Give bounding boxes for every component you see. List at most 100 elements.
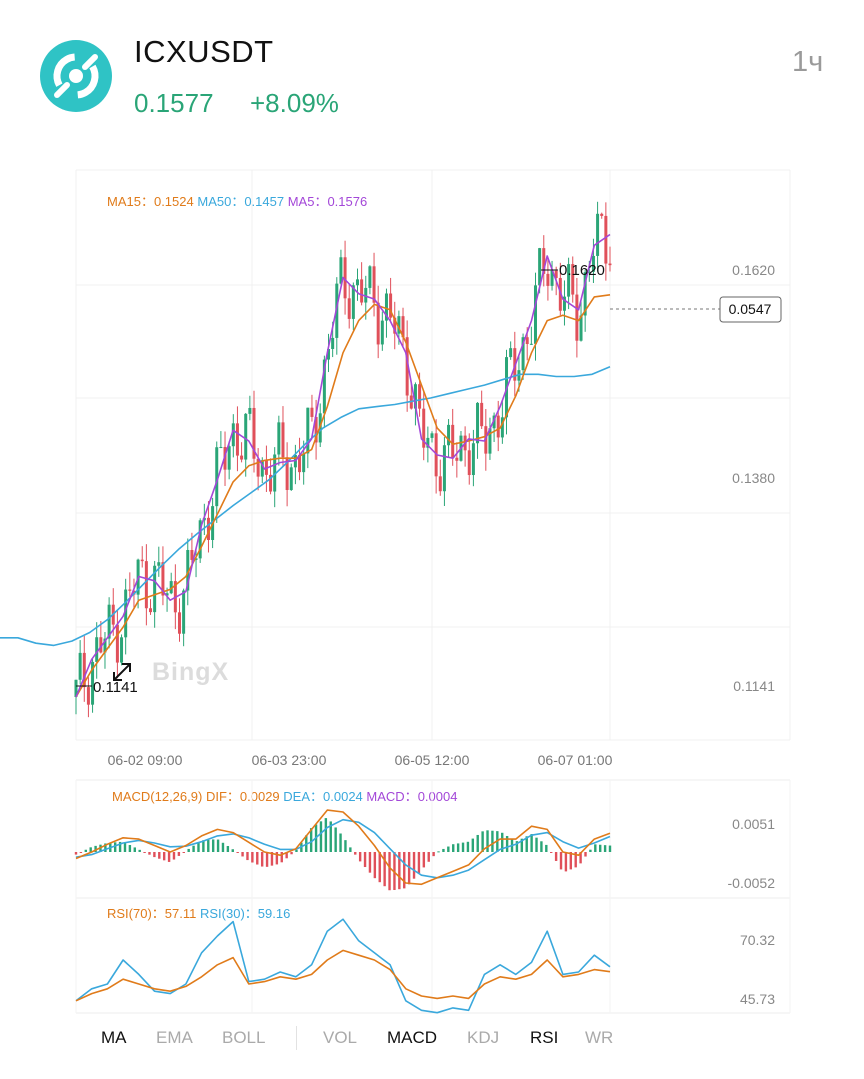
last-price: 0.1577 xyxy=(134,88,214,118)
tab-ema[interactable]: EMA xyxy=(156,1028,193,1047)
candle-body xyxy=(397,316,401,334)
macd-histogram-bar xyxy=(172,852,176,860)
candle-body xyxy=(380,320,384,345)
macd-histogram-bar xyxy=(197,842,200,852)
candle-body xyxy=(78,652,82,680)
macd-histogram-bar xyxy=(550,852,553,853)
candle-body xyxy=(447,424,451,446)
macd-histogram xyxy=(74,818,612,891)
candle-body xyxy=(186,550,190,591)
macd-histogram-bar xyxy=(143,852,146,853)
tab-macd[interactable]: MACD xyxy=(387,1028,438,1047)
macd-histogram-bar xyxy=(554,852,558,861)
candle-body xyxy=(157,562,161,566)
ma50-legend-value: 0.1457 xyxy=(244,194,285,209)
symbol-title: ICXUSDT xyxy=(134,34,274,69)
macd-histogram-bar xyxy=(559,852,563,870)
macd-histogram-bar xyxy=(84,849,87,852)
macd-histogram-bar xyxy=(324,818,328,852)
rsi30-legend-label: RSI(30)： xyxy=(200,906,258,921)
macd-histogram-bar xyxy=(153,852,156,858)
candle-body xyxy=(422,408,426,448)
macd-histogram-bar xyxy=(589,849,592,852)
macd-axis-tick: 0.0051 xyxy=(732,816,775,832)
candle-body xyxy=(244,413,248,460)
candle-body xyxy=(86,687,90,705)
macd-histogram-bar xyxy=(182,852,185,853)
ma50-line xyxy=(0,366,611,647)
candle-body xyxy=(418,384,422,409)
tab-kdj[interactable]: KDJ xyxy=(467,1028,500,1047)
rsi-axis-tick: 70.32 xyxy=(740,932,775,948)
candle-body xyxy=(351,285,355,319)
macd-histogram-bar xyxy=(177,852,181,856)
candle-body xyxy=(153,565,157,613)
macd-histogram-bar xyxy=(437,851,440,853)
ma5-legend-value: 0.1576 xyxy=(327,194,368,209)
candle-body xyxy=(591,255,595,272)
candle-body xyxy=(521,337,525,371)
candle-body xyxy=(538,248,542,286)
ma15-legend-value: 0.1524 xyxy=(153,194,194,209)
macd-histogram-bar xyxy=(422,852,426,868)
candle-body xyxy=(306,407,310,454)
macd-histogram-bar xyxy=(442,848,445,852)
macd-histogram-bar xyxy=(207,839,210,852)
macd-histogram-bar xyxy=(579,852,582,864)
macd-histogram-bar xyxy=(403,852,406,889)
candle-body xyxy=(533,285,537,344)
macd-histogram-bar xyxy=(285,852,288,859)
tab-vol[interactable]: VOL xyxy=(323,1028,358,1047)
candle-body xyxy=(604,215,608,264)
candle-body xyxy=(120,637,124,663)
macd-histogram-bar xyxy=(256,852,259,865)
macd-histogram-bar xyxy=(505,835,509,852)
macd-histogram-bar xyxy=(231,849,234,852)
rsi30-line xyxy=(75,918,611,1014)
ma15-line xyxy=(75,294,611,698)
macd-lines xyxy=(75,809,611,886)
candle-body xyxy=(480,402,484,427)
icx-logo-icon xyxy=(40,40,112,112)
macd-histogram-bar xyxy=(270,852,274,866)
candle-body xyxy=(393,317,397,334)
tab-boll[interactable]: BOLL xyxy=(222,1028,266,1047)
macd-histogram-bar xyxy=(358,852,362,862)
price-chart[interactable]: 0.1620 0.1380 0.1141 06-02 09:00 06-03 23:00… xyxy=(0,0,864,780)
candle-body xyxy=(389,293,393,318)
macd-histogram-bar xyxy=(158,852,161,859)
macd-histogram-bar xyxy=(584,852,587,857)
high-price-label: 0.1620 xyxy=(559,262,605,279)
interval-selector[interactable]: 1ч xyxy=(792,46,824,78)
macd-histogram-bar xyxy=(373,852,377,879)
tab-wr[interactable]: WR xyxy=(585,1028,614,1047)
macd-histogram-bar xyxy=(349,847,352,852)
macd-histogram-bar xyxy=(594,844,597,852)
candle-body xyxy=(103,638,107,653)
tab-rsi[interactable]: RSI xyxy=(530,1028,559,1047)
macd-histogram-bar xyxy=(162,852,166,861)
candle-body xyxy=(314,416,318,443)
macd-histogram-bar xyxy=(148,852,151,855)
macd-histogram-bar xyxy=(344,840,347,852)
macd-histogram-bar xyxy=(309,828,313,852)
candle-body xyxy=(542,248,546,274)
expand-chart-icon[interactable] xyxy=(110,660,134,689)
macd-histogram-bar xyxy=(574,852,577,868)
macd-histogram-bar xyxy=(456,843,460,852)
candle-body xyxy=(327,348,331,360)
price-axis-tick: 0.1620 xyxy=(732,262,775,278)
macd-histogram-bar xyxy=(407,852,411,885)
candle-body xyxy=(600,213,604,216)
candle-body xyxy=(140,559,144,562)
candle-body xyxy=(360,279,364,303)
time-axis-tick: 06-03 23:00 xyxy=(252,752,327,768)
macd-histogram-bar xyxy=(123,842,127,852)
macd-histogram-bar xyxy=(221,842,225,852)
macd-histogram-bar xyxy=(476,834,479,852)
candle-body xyxy=(384,293,388,321)
macd-axis-labels: 0.0051 -0.0052 xyxy=(728,816,776,891)
candle-body xyxy=(376,302,380,345)
tab-ma[interactable]: MA xyxy=(101,1028,127,1047)
rsi70-legend-label: RSI(70)： xyxy=(107,906,165,921)
